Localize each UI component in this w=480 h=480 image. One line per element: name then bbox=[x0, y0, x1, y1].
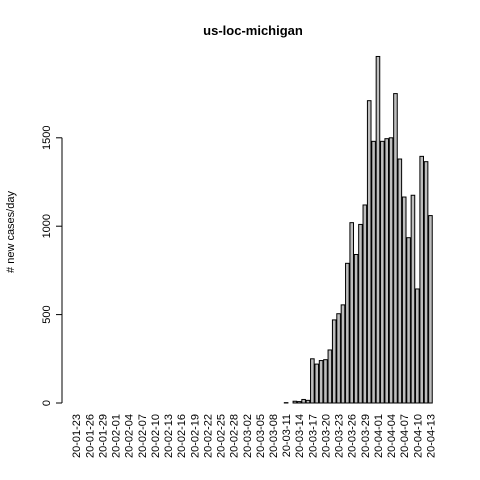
x-tick-label-20-01-23: 20-01-23 bbox=[71, 414, 83, 458]
bar-20-04-07 bbox=[401, 196, 407, 404]
x-tick-label-20-04-13: 20-04-13 bbox=[425, 414, 437, 458]
bar-20-04-03 bbox=[384, 138, 390, 404]
bar-20-03-24 bbox=[340, 304, 346, 404]
bar-20-03-19 bbox=[318, 360, 324, 404]
x-tick-label-20-03-02: 20-03-02 bbox=[242, 414, 254, 458]
bar-20-03-13 bbox=[292, 400, 298, 404]
bar-20-03-23 bbox=[336, 313, 341, 404]
x-tick-label-20-03-17: 20-03-17 bbox=[307, 414, 319, 458]
bar-20-04-01 bbox=[375, 55, 381, 404]
bar-20-04-10 bbox=[415, 288, 420, 404]
x-tick-label-20-03-23: 20-03-23 bbox=[334, 414, 346, 458]
bar-20-03-28 bbox=[358, 223, 363, 404]
y-axis: 0 500 1000 1500 bbox=[41, 126, 63, 406]
x-tick-label-20-02-13: 20-02-13 bbox=[163, 414, 175, 458]
x-tick-label-20-04-01: 20-04-01 bbox=[373, 414, 385, 458]
x-tick-label-20-02-16: 20-02-16 bbox=[176, 414, 188, 458]
y-tick-label-1000: 1000 bbox=[41, 214, 53, 238]
x-tick-label-20-04-04: 20-04-04 bbox=[386, 414, 398, 458]
bar-20-03-18 bbox=[314, 363, 320, 404]
bar-20-03-17 bbox=[310, 358, 315, 404]
x-tick-label-20-03-20: 20-03-20 bbox=[320, 414, 332, 458]
y-tick-label-0: 0 bbox=[41, 400, 53, 406]
bar-20-03-30 bbox=[366, 100, 372, 404]
bar-20-03-29 bbox=[362, 204, 368, 404]
bars bbox=[283, 55, 433, 404]
bar-20-04-04 bbox=[388, 137, 394, 404]
bar-20-04-13 bbox=[428, 215, 433, 404]
x-axis: 20-01-23 20-01-26 20-01-29 20-02-01 20-02-04… bbox=[71, 414, 437, 458]
bar-20-04-12 bbox=[423, 161, 429, 404]
bar-20-03-22 bbox=[331, 319, 337, 404]
x-tick-label-20-02-19: 20-02-19 bbox=[189, 414, 201, 458]
x-tick-label-20-02-28: 20-02-28 bbox=[229, 414, 241, 458]
bar-20-03-20 bbox=[323, 359, 328, 404]
bar-20-04-09 bbox=[410, 194, 416, 404]
x-tick-label-20-02-22: 20-02-22 bbox=[202, 414, 214, 458]
x-tick-label-20-01-26: 20-01-26 bbox=[84, 414, 96, 458]
x-tick-label-20-02-01: 20-02-01 bbox=[111, 414, 123, 458]
bar-20-04-05 bbox=[393, 93, 398, 404]
x-tick-label-20-03-29: 20-03-29 bbox=[360, 414, 372, 458]
x-tick-label-20-01-29: 20-01-29 bbox=[97, 414, 109, 458]
y-axis-label: # new cases/day bbox=[5, 191, 17, 273]
x-tick-label-20-03-08: 20-03-08 bbox=[268, 414, 280, 458]
bar-20-04-06 bbox=[397, 158, 403, 404]
x-tick-label-20-03-26: 20-03-26 bbox=[347, 414, 359, 458]
x-tick-label-20-03-11: 20-03-11 bbox=[281, 414, 293, 457]
x-tick-label-20-03-14: 20-03-14 bbox=[294, 414, 306, 458]
bar-20-03-26 bbox=[349, 222, 355, 404]
bar-20-03-21 bbox=[327, 349, 333, 404]
x-tick-label-20-02-04: 20-02-04 bbox=[124, 414, 136, 458]
bar-20-04-02 bbox=[380, 140, 385, 404]
x-tick-label-20-02-25: 20-02-25 bbox=[216, 414, 228, 458]
bar-20-04-08 bbox=[406, 237, 411, 404]
x-tick-label-20-02-07: 20-02-07 bbox=[137, 414, 149, 458]
x-tick-label-20-04-10: 20-04-10 bbox=[412, 414, 424, 458]
bar-20-03-27 bbox=[353, 253, 359, 404]
bar-20-03-15 bbox=[301, 398, 306, 404]
bar-20-03-14 bbox=[296, 401, 302, 404]
x-tick-label-20-04-07: 20-04-07 bbox=[399, 414, 411, 458]
x-tick-label-20-02-10: 20-02-10 bbox=[150, 414, 162, 458]
bar-20-03-31 bbox=[371, 140, 376, 404]
bar-20-03-25 bbox=[345, 262, 350, 404]
bar-20-04-11 bbox=[419, 155, 424, 404]
chart-title: us-loc-michigan bbox=[203, 23, 303, 38]
x-tick-label-20-03-05: 20-03-05 bbox=[255, 414, 267, 458]
y-tick-label-1500: 1500 bbox=[41, 126, 53, 150]
bar-20-03-16 bbox=[305, 399, 311, 404]
y-tick-label-500: 500 bbox=[41, 305, 53, 323]
